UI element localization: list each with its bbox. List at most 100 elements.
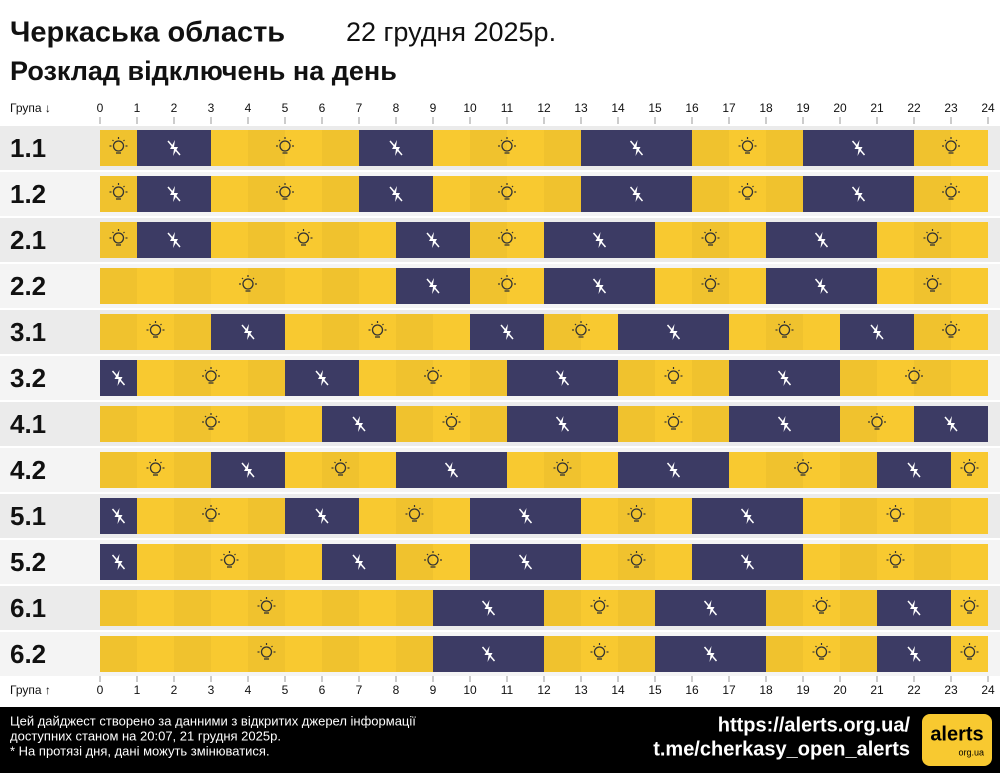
hour-shade bbox=[914, 360, 951, 396]
hour-shade bbox=[248, 544, 285, 580]
icon-part bbox=[777, 416, 792, 432]
x-tick-label: 10 bbox=[463, 683, 477, 697]
hour-shade bbox=[396, 406, 433, 442]
icon-part bbox=[334, 461, 336, 464]
hour-shade bbox=[914, 176, 951, 212]
icon-part bbox=[501, 278, 513, 290]
hour-shade bbox=[840, 452, 877, 488]
icon-part bbox=[963, 645, 965, 648]
icon-part bbox=[149, 323, 151, 326]
hour-shade bbox=[840, 544, 877, 580]
off-icon bbox=[703, 600, 718, 616]
icon-part bbox=[241, 324, 255, 340]
icon-part bbox=[408, 507, 410, 510]
hour-shade bbox=[322, 268, 359, 304]
icon-part bbox=[204, 369, 207, 372]
hour-shade bbox=[174, 590, 211, 626]
icon-part bbox=[123, 139, 125, 142]
hour-shade bbox=[470, 406, 507, 442]
icon-part bbox=[242, 278, 254, 290]
icon-part bbox=[501, 140, 513, 152]
off-icon bbox=[241, 462, 255, 478]
on-icon bbox=[202, 413, 220, 430]
on-icon bbox=[442, 413, 461, 430]
icon-part bbox=[945, 140, 957, 152]
on-icon bbox=[424, 551, 442, 568]
icon-part bbox=[518, 508, 533, 524]
off-icon bbox=[777, 416, 792, 432]
hour-shade bbox=[544, 314, 581, 350]
x-tick-label: 0 bbox=[97, 101, 104, 115]
footer-link[interactable]: t.me/cherkasy_open_alerts bbox=[653, 738, 910, 760]
hour-shade bbox=[840, 360, 877, 396]
on-icon bbox=[109, 183, 128, 200]
icon-part bbox=[408, 508, 421, 520]
icon-part bbox=[715, 231, 717, 234]
off-icon bbox=[111, 554, 126, 570]
footer-band bbox=[0, 707, 1000, 773]
hour-shade bbox=[174, 314, 211, 350]
icon-part bbox=[630, 508, 643, 520]
hour-shade bbox=[840, 636, 877, 672]
icon-part bbox=[704, 277, 706, 280]
icon-part bbox=[814, 232, 829, 248]
x-tick-label: 20 bbox=[833, 683, 847, 697]
off-icon bbox=[666, 324, 681, 340]
icon-part bbox=[260, 646, 273, 658]
icon-part bbox=[289, 185, 292, 188]
hour-shade bbox=[914, 130, 951, 166]
hour-shade bbox=[766, 176, 803, 212]
on-icon bbox=[794, 459, 812, 476]
icon-part bbox=[641, 553, 643, 556]
off-icon bbox=[352, 554, 366, 570]
icon-part bbox=[234, 553, 236, 556]
on-icon bbox=[590, 643, 609, 660]
hour-shade bbox=[470, 222, 507, 258]
row-label: 6.2 bbox=[10, 639, 46, 669]
icon-part bbox=[260, 599, 262, 602]
icon-part bbox=[678, 369, 680, 372]
icon-part bbox=[889, 507, 891, 510]
icon-part bbox=[315, 370, 329, 386]
icon-part bbox=[814, 278, 829, 294]
off-icon bbox=[592, 278, 607, 294]
icon-part bbox=[604, 645, 606, 648]
icon-part bbox=[352, 554, 366, 570]
icon-part bbox=[500, 324, 514, 340]
icon-part bbox=[271, 645, 273, 648]
icon-part bbox=[815, 600, 828, 612]
hour-shade bbox=[248, 636, 285, 672]
icon-part bbox=[778, 323, 780, 326]
hour-shade bbox=[914, 498, 951, 534]
footer-link[interactable]: https://alerts.org.ua/ bbox=[718, 714, 911, 736]
x-tick-label: 8 bbox=[393, 683, 400, 697]
icon-part bbox=[955, 323, 958, 326]
icon-part bbox=[111, 554, 126, 570]
hour-shade bbox=[692, 268, 729, 304]
icon-part bbox=[279, 140, 291, 152]
icon-part bbox=[778, 324, 791, 336]
logo-box bbox=[922, 714, 992, 766]
hour-shade bbox=[692, 360, 729, 396]
icon-part bbox=[629, 140, 644, 156]
on-icon bbox=[923, 229, 942, 246]
icon-part bbox=[678, 415, 680, 418]
hour-shade bbox=[322, 176, 359, 212]
off-icon bbox=[592, 232, 607, 248]
hour-shade bbox=[248, 130, 285, 166]
off-icon bbox=[518, 508, 533, 524]
icon-part bbox=[112, 186, 125, 198]
icon-part bbox=[667, 416, 680, 428]
row-label: 4.2 bbox=[10, 455, 46, 485]
icon-part bbox=[382, 323, 384, 326]
hour-shade bbox=[544, 590, 581, 626]
icon-part bbox=[974, 645, 976, 648]
icon-part bbox=[592, 232, 607, 248]
icon-part bbox=[215, 369, 218, 372]
icon-part bbox=[511, 277, 514, 280]
x-tick-label: 24 bbox=[981, 683, 995, 697]
off-icon bbox=[777, 370, 792, 386]
icon-part bbox=[666, 462, 681, 478]
x-tick-label: 21 bbox=[870, 101, 884, 115]
